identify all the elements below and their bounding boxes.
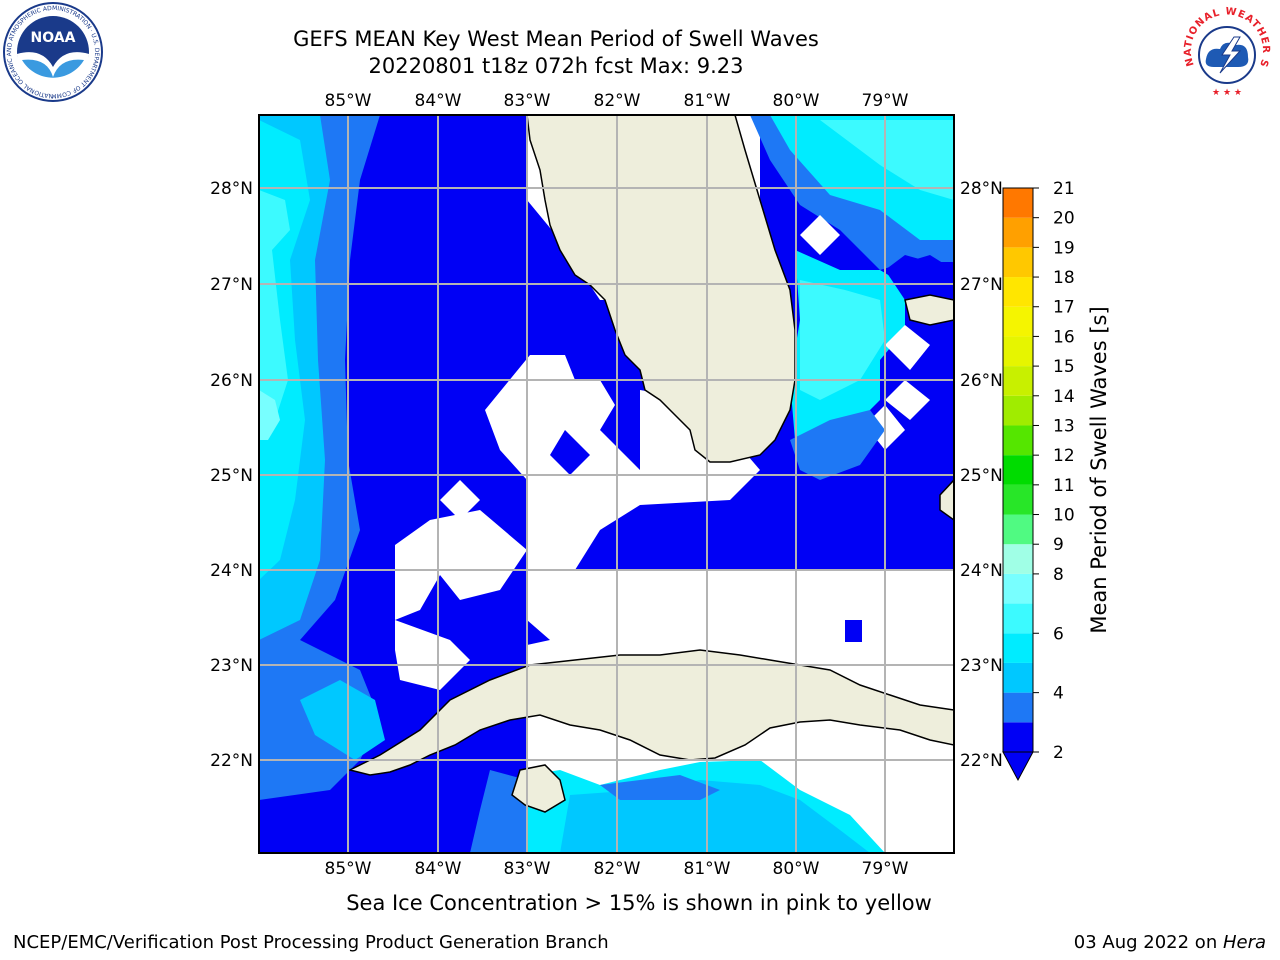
bahamas-fragment — [939, 478, 954, 521]
colorbar-tick-label: 20 — [1053, 209, 1075, 229]
colorbar-extend-arrow — [1002, 751, 1034, 782]
colorbar-segment — [1003, 395, 1033, 426]
colorbar-segment — [1003, 722, 1033, 752]
colorbar-segment — [1003, 336, 1033, 367]
longitude-label: 81°W — [684, 91, 731, 111]
colorbar: 21 20 19 18 17 16 15 14 13 12 11 10 9 8 6 4 2 — [1002, 179, 1075, 782]
colorbar-segment — [1003, 247, 1033, 278]
graticule — [259, 115, 954, 853]
colorbar-segment — [1003, 514, 1033, 545]
colorbar-segment — [1003, 633, 1033, 663]
colorbar-segment — [1003, 662, 1033, 693]
colorbar-tick-label: 21 — [1053, 179, 1075, 199]
colorbar-segment — [1003, 692, 1033, 723]
footer-date: 03 Aug 2022 on Hera — [1074, 932, 1266, 954]
longitude-labels-bottom: 85°W 84°W 83°W 82°W 81°W 80°W 79°W — [325, 859, 909, 879]
latitude-label: 27°N — [960, 275, 1003, 295]
colorbar-tick-label: 6 — [1053, 624, 1064, 644]
latitude-label: 22°N — [210, 751, 253, 771]
footer-credit: NCEP/EMC/Verification Post Processing Pr… — [13, 932, 609, 953]
longitude-label: 79°W — [862, 859, 909, 879]
latitude-label: 28°N — [960, 179, 1003, 199]
swell-band-6-7 — [259, 190, 290, 440]
cuba — [347, 649, 954, 776]
colorbar-tick-label: 9 — [1053, 535, 1064, 555]
latitude-label: 23°N — [210, 656, 253, 676]
map-plot-area — [259, 115, 954, 853]
colorbar-segment — [1003, 573, 1033, 604]
footer-date-text: 03 Aug 2022 on — [1073, 932, 1223, 953]
longitude-label: 83°W — [504, 91, 551, 111]
svg-text:★ ★ ★: ★ ★ ★ — [1212, 88, 1242, 98]
colorbar-frame — [1002, 187, 1034, 753]
colorbar-tick-label: 14 — [1053, 387, 1075, 407]
longitude-label: 82°W — [594, 91, 641, 111]
longitude-label: 81°W — [684, 859, 731, 879]
longitude-label: 80°W — [773, 859, 820, 879]
nws-logo: NATIONAL WEATHER SERVICE ★ ★ ★ — [1176, 3, 1275, 101]
latitude-labels-right: 28°N 27°N 26°N 25°N 24°N 23°N 22°N — [960, 179, 1003, 771]
latitude-label: 28°N — [210, 179, 253, 199]
footer-host: Hera — [1222, 932, 1266, 953]
colorbar-segment — [1003, 455, 1033, 485]
colorbar-segment — [1003, 425, 1033, 456]
colorbar-tick-label: 15 — [1053, 357, 1075, 377]
map-subtitle: 20220801 t18z 072h fcst Max: 9.23 — [368, 54, 744, 78]
colorbar-segment — [1003, 484, 1033, 515]
sea-ice-note: Sea Ice Concentration > 15% is shown in … — [346, 891, 932, 915]
colorbar-tick-label: 16 — [1053, 327, 1075, 347]
swell-band-yucatan-2 — [300, 680, 385, 760]
colorbar-tick-label: 19 — [1053, 238, 1075, 258]
longitude-label: 84°W — [415, 859, 462, 879]
colorbar-tick-label: 2 — [1053, 743, 1064, 763]
map-frame — [258, 114, 955, 854]
longitude-label: 85°W — [325, 859, 372, 879]
latitude-label: 22°N — [960, 751, 1003, 771]
colorbar-segment — [1003, 366, 1033, 396]
colorbar-tick-label: 10 — [1053, 506, 1075, 526]
colorbar-tick-label: 17 — [1053, 298, 1075, 318]
colorbar-segment — [1003, 306, 1033, 337]
colorbar-tick-label: 13 — [1053, 416, 1075, 436]
latitude-label: 23°N — [960, 656, 1003, 676]
longitude-label: 80°W — [773, 91, 820, 111]
noaa-logo-text: NOAA — [31, 30, 76, 46]
colorbar-segment — [1003, 188, 1033, 218]
swell-band-7-8 — [259, 390, 280, 440]
colorbar-segment — [1003, 544, 1033, 574]
colorbar-label: Mean Period of Swell Waves [s] — [1087, 306, 1111, 633]
latitude-label: 24°N — [210, 561, 253, 581]
colorbar-segment — [1003, 277, 1033, 307]
andros-island — [904, 294, 954, 326]
longitude-label: 85°W — [325, 91, 372, 111]
latitude-labels-left: 28°N 27°N 26°N 25°N 24°N 23°N 22°N — [210, 179, 253, 771]
swell-band-atlantic-3 — [820, 120, 954, 200]
latitude-label: 26°N — [210, 371, 253, 391]
latitude-label: 25°N — [960, 466, 1003, 486]
colorbar-tick-label: 8 — [1053, 565, 1064, 585]
latitude-label: 24°N — [960, 561, 1003, 581]
longitude-label: 79°W — [862, 91, 909, 111]
colorbar-tick-label: 4 — [1053, 684, 1064, 704]
isla-de-la-juventud — [511, 764, 566, 813]
longitude-label: 84°W — [415, 91, 462, 111]
latitude-label: 27°N — [210, 275, 253, 295]
colorbar-tick-label: 11 — [1053, 476, 1075, 496]
map-title: GEFS MEAN Key West Mean Period of Swell … — [293, 27, 819, 51]
colorbar-segment — [1003, 217, 1033, 248]
latitude-label: 26°N — [960, 371, 1003, 391]
longitude-label: 82°W — [594, 859, 641, 879]
longitude-labels-top: 85°W 84°W 83°W 82°W 81°W 80°W 79°W — [325, 91, 909, 111]
masked-region-west — [395, 510, 527, 620]
noaa-logo: NATIONAL OCEANIC AND ATMOSPHERIC ADMINIS… — [2, 2, 103, 102]
latitude-label: 25°N — [210, 466, 253, 486]
longitude-label: 83°W — [504, 859, 551, 879]
colorbar-tick-label: 18 — [1053, 268, 1075, 288]
land-masses — [347, 115, 954, 813]
colorbar-tick-label: 12 — [1053, 446, 1075, 466]
colorbar-segment — [1003, 603, 1033, 634]
